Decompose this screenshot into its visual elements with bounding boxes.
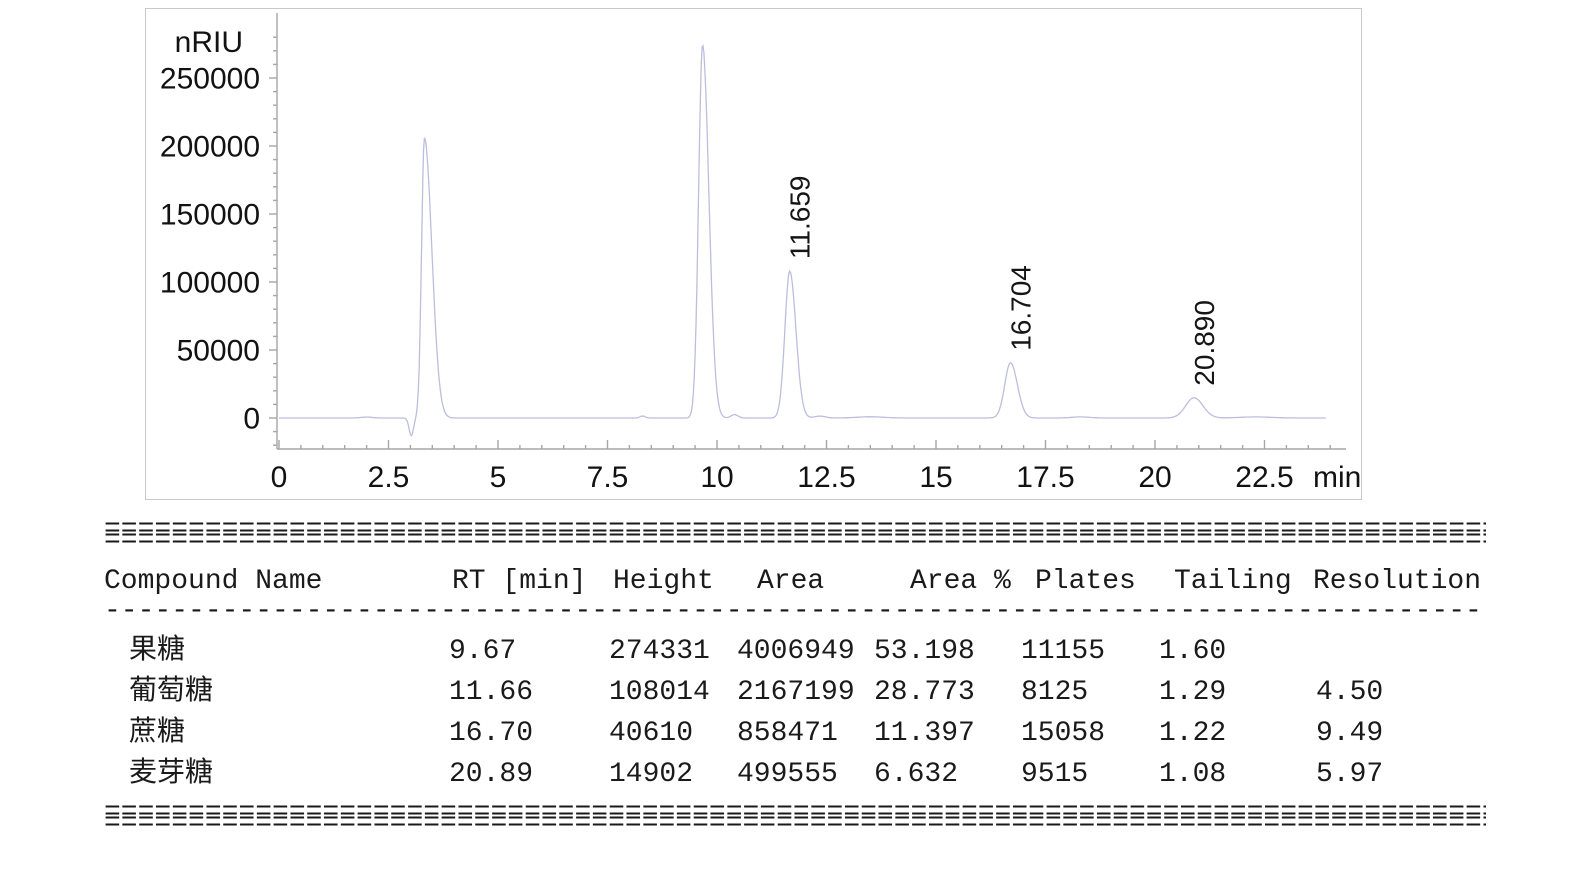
col-header-6: Tailing	[1174, 566, 1292, 597]
y-tick-label: 250000	[160, 63, 260, 96]
table-header-row: Compound Name RT [min] Height Area Area % Pla…	[104, 566, 1486, 597]
cell-6: 1.60	[1159, 636, 1227, 667]
cell-1: 16.70	[449, 718, 534, 749]
col-header-5: Plates	[1035, 566, 1136, 597]
x-tick-label: 20	[1138, 461, 1171, 494]
y-tick-label: 200000	[160, 131, 260, 164]
cell-2: 108014	[609, 677, 710, 708]
y-tick-label: 100000	[160, 267, 260, 300]
x-axis-unit: min	[1313, 461, 1361, 494]
x-tick-label: 5	[490, 461, 507, 494]
cell-6: 1.08	[1159, 759, 1227, 790]
x-tick-label: 22.5	[1235, 461, 1293, 494]
cell-7	[1304, 631, 1486, 672]
cell-1: 20.89	[449, 759, 534, 790]
cell-7: 4.50	[1316, 677, 1384, 708]
x-tick-label: 10	[700, 461, 733, 494]
cell-6: 1.29	[1159, 677, 1227, 708]
peak-label-glucose: 11.659	[785, 176, 816, 260]
table-rule-separator: ----------------------------------------…	[104, 605, 1486, 619]
x-tick-label: 7.5	[587, 461, 629, 494]
cell-2: 274331	[609, 636, 710, 667]
y-tick-label: 0	[243, 403, 260, 436]
cell-7: 9.49	[1316, 718, 1384, 749]
cell-4: 6.632	[874, 759, 959, 790]
x-tick-label: 17.5	[1016, 461, 1074, 494]
table-body: 果糖 9.67 274331 4006949 53.198 11155 1.60 葡萄糖 11.…	[104, 631, 1486, 795]
cell-2: 40610	[609, 718, 694, 749]
cell-3: 4006949	[737, 636, 855, 667]
col-header-7: Resolution	[1313, 566, 1482, 597]
cell-4: 28.773	[874, 677, 975, 708]
y-tick-label: 150000	[160, 199, 260, 232]
col-header-2: Height	[613, 566, 714, 597]
col-header-0: Compound Name	[104, 566, 323, 597]
table-rule-top: ========================================…	[104, 522, 1486, 552]
cell-0: 果糖	[129, 636, 186, 667]
table-rule-bottom: ========================================…	[104, 805, 1486, 835]
cell-5: 9515	[1021, 759, 1089, 790]
trace-path	[279, 43, 1326, 437]
cell-0: 麦芽糖	[129, 759, 214, 790]
cell-6: 1.22	[1159, 718, 1227, 749]
table-row: 果糖 9.67 274331 4006949 53.198 11155 1.60	[104, 631, 1486, 672]
x-tick-label: 2.5	[368, 461, 410, 494]
x-tick-label: 12.5	[797, 461, 855, 494]
table-row: 麦芽糖 20.89 14902 499555 6.632 9515 1.08 5.97	[104, 754, 1486, 795]
chromatogram-panel: 0 50000 100000 150000 200000 250000 nRIU 0 2.5 5 7…	[145, 8, 1362, 500]
peak-label-sucrose: 16.704	[1006, 265, 1037, 351]
cell-5: 15058	[1021, 718, 1106, 749]
cell-0: 葡萄糖	[129, 677, 214, 708]
peak-label-maltose: 20.890	[1189, 300, 1220, 386]
cell-1: 9.67	[449, 636, 517, 667]
y-axis-title: nRIU	[175, 26, 243, 59]
x-tick-label: 0	[271, 461, 288, 494]
table-row: 蔗糖 16.70 40610 858471 11.397 15058 1.22 9.49	[104, 713, 1486, 754]
results-table: ========================================…	[104, 522, 1486, 835]
cell-0: 蔗糖	[129, 718, 186, 749]
x-tick-label: 15	[919, 461, 952, 494]
y-axis: 0 50000 100000 150000 200000 250000 nRIU	[160, 13, 278, 449]
chromatogram-svg: 0 50000 100000 150000 200000 250000 nRIU 0 2.5 5 7…	[160, 13, 1361, 494]
cell-2: 14902	[609, 759, 694, 790]
col-header-4: Area %	[910, 566, 1011, 597]
cell-1: 11.66	[449, 677, 534, 708]
cell-4: 53.198	[874, 636, 975, 667]
cell-3: 499555	[737, 759, 838, 790]
y-tick-label: 50000	[177, 335, 260, 368]
col-header-3: Area	[757, 566, 825, 597]
cell-3: 858471	[737, 718, 838, 749]
x-axis: 0 2.5 5 7.5 10 12.5 15 17.5 20 22.5 min	[271, 440, 1361, 494]
table-row: 葡萄糖 11.66 108014 2167199 28.773 8125 1.29 4.50	[104, 672, 1486, 713]
col-header-1: RT [min]	[452, 566, 587, 597]
cell-5: 8125	[1021, 677, 1089, 708]
cell-7: 5.97	[1316, 759, 1384, 790]
cell-5: 11155	[1021, 636, 1106, 667]
cell-4: 11.397	[874, 718, 975, 749]
cell-3: 2167199	[737, 677, 855, 708]
